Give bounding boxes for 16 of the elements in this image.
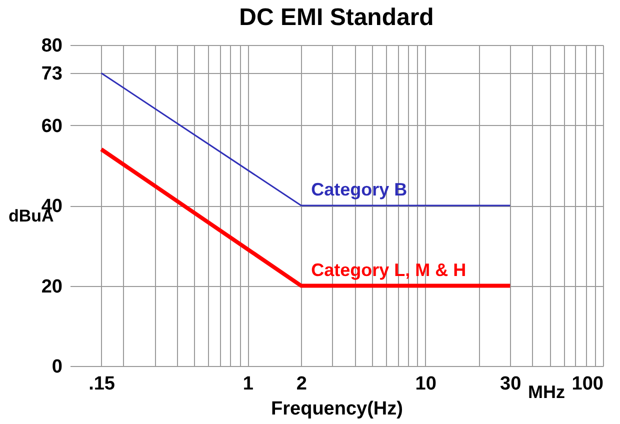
x-tick-label: 100 — [572, 374, 604, 394]
x-tick-label: 10 — [415, 374, 436, 394]
y-tick-label: 0 — [52, 356, 62, 378]
text: MHz — [528, 382, 565, 403]
y-tick-label: 73 — [41, 64, 62, 85]
chart-title: DC EMI Standard — [239, 4, 434, 31]
series-label: Category L, M & H — [311, 260, 466, 280]
x-tick-label: .15 — [88, 374, 116, 394]
y-tick-label: 20 — [41, 276, 62, 298]
x-tick-label: 2 — [296, 374, 307, 394]
y-tick-label: 60 — [41, 116, 62, 137]
x-tick-label: 1 — [242, 374, 254, 394]
series-label: Category B — [311, 180, 408, 200]
x-axis-title: Frequency(Hz) — [271, 398, 403, 420]
x-tick-label: 30 — [500, 374, 522, 394]
y-tick-label: 80 — [41, 36, 62, 56]
